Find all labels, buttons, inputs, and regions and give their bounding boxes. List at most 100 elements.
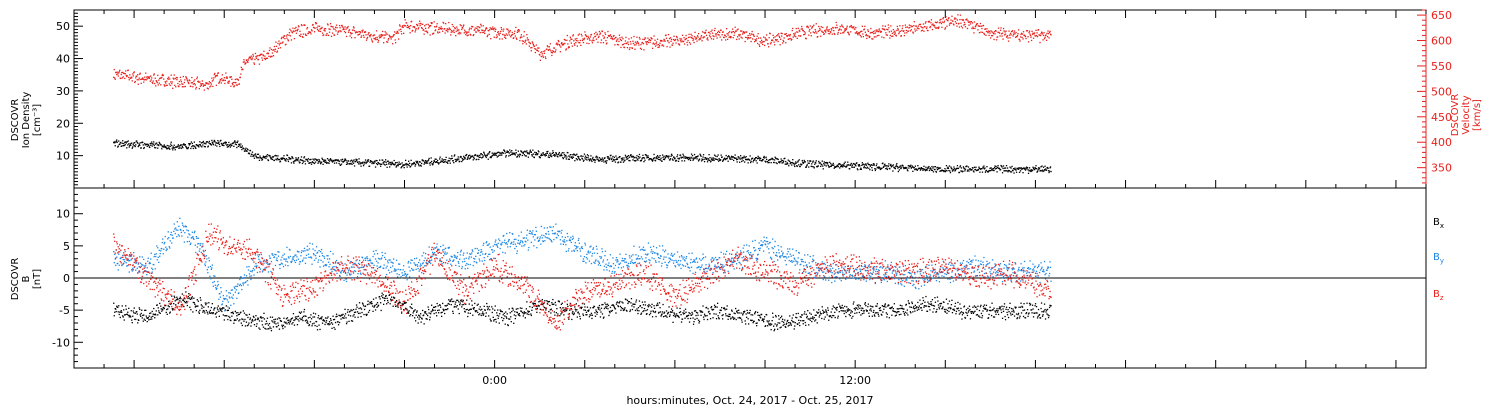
data-point <box>500 154 502 156</box>
data-point <box>367 33 369 36</box>
data-point <box>527 153 529 155</box>
data-point <box>384 164 386 166</box>
data-point <box>522 312 524 314</box>
data-point <box>340 163 343 165</box>
data-point <box>613 156 616 158</box>
data-point <box>439 304 441 306</box>
data-point <box>475 31 477 33</box>
data-point <box>730 37 732 39</box>
data-point <box>677 157 679 160</box>
data-point <box>405 302 407 304</box>
data-point <box>229 146 231 148</box>
data-point <box>295 157 297 159</box>
data-point <box>438 309 440 311</box>
data-point <box>640 159 643 162</box>
data-point <box>246 61 249 63</box>
data-point <box>651 38 653 40</box>
data-point <box>255 155 257 157</box>
data-point <box>248 153 251 155</box>
data-point <box>117 75 119 77</box>
data-point <box>376 163 379 166</box>
data-point <box>473 158 475 160</box>
data-point <box>1038 168 1040 170</box>
data-point <box>463 155 465 157</box>
data-point <box>742 160 744 162</box>
data-point <box>952 23 955 25</box>
data-point <box>616 157 618 159</box>
data-point <box>966 27 969 30</box>
data-point <box>474 310 476 312</box>
data-point <box>165 146 167 148</box>
data-point <box>123 72 125 75</box>
data-point <box>583 159 585 161</box>
data-point <box>203 89 205 91</box>
data-point <box>592 39 594 41</box>
data-point <box>609 157 611 159</box>
data-point <box>299 35 302 37</box>
data-point <box>232 81 234 84</box>
data-point <box>789 160 791 163</box>
data-point <box>716 155 718 158</box>
data-point <box>268 55 270 57</box>
data-point <box>696 35 699 37</box>
data-point <box>844 161 846 163</box>
data-point <box>452 310 454 312</box>
data-point <box>877 166 879 168</box>
data-point <box>388 37 390 40</box>
data-point <box>486 305 488 308</box>
data-point <box>426 30 428 32</box>
data-point <box>268 322 271 325</box>
data-point <box>334 159 337 162</box>
data-point <box>138 307 140 309</box>
data-point <box>733 34 735 36</box>
data-point <box>241 318 243 320</box>
data-point <box>573 313 575 315</box>
data-point <box>424 312 426 314</box>
data-point <box>199 309 201 311</box>
data-point <box>417 322 419 324</box>
data-point <box>901 165 903 167</box>
data-point <box>369 36 371 38</box>
data-point <box>703 31 705 34</box>
data-point <box>240 143 242 145</box>
data-point <box>851 26 853 28</box>
data-point <box>991 168 994 170</box>
data-point <box>591 40 593 42</box>
data-point <box>505 33 507 35</box>
data-point <box>508 152 510 154</box>
data-point <box>977 29 979 31</box>
data-point <box>454 158 456 161</box>
data-point <box>345 317 347 319</box>
data-point <box>129 74 131 76</box>
data-point <box>988 169 991 172</box>
data-point <box>296 30 299 32</box>
data-point <box>310 163 313 165</box>
data-point <box>420 165 422 167</box>
data-point <box>595 309 597 311</box>
data-point <box>176 79 178 81</box>
data-point <box>727 34 729 36</box>
data-point <box>252 155 254 158</box>
data-point <box>740 36 742 38</box>
data-point <box>940 22 943 25</box>
data-point <box>827 29 829 31</box>
data-point <box>321 26 323 29</box>
data-point <box>250 58 252 60</box>
data-point <box>124 144 126 146</box>
data-point <box>794 163 796 165</box>
data-point <box>715 158 718 160</box>
data-point <box>754 41 756 43</box>
data-point <box>177 82 179 85</box>
data-point <box>316 28 319 31</box>
data-point <box>383 37 385 39</box>
data-point <box>1004 31 1006 33</box>
data-point <box>311 161 313 164</box>
data-point <box>118 140 120 142</box>
data-point <box>777 34 779 36</box>
data-point <box>244 325 247 327</box>
data-point <box>858 33 860 35</box>
data-point <box>238 83 240 85</box>
data-point <box>578 33 580 35</box>
data-point <box>265 328 267 330</box>
data-point <box>196 78 198 80</box>
